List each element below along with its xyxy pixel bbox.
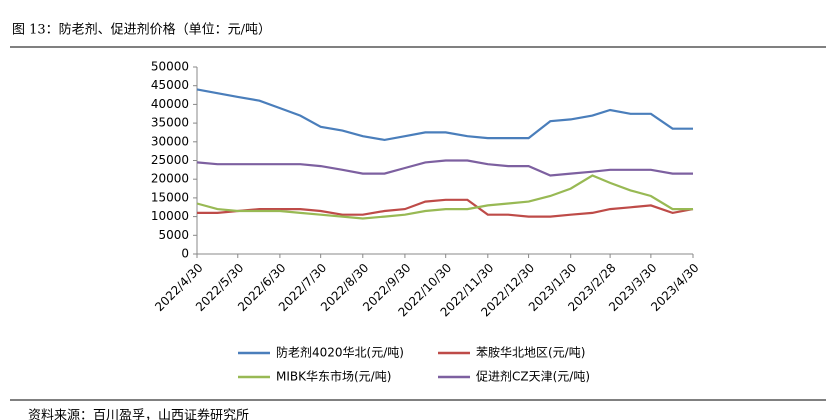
legend-label: 防老剂4020华北(元/吨) xyxy=(276,345,404,360)
y-tick-label: 35000 xyxy=(151,116,189,130)
y-tick-label: 15000 xyxy=(151,190,189,204)
chart-title: 图 13：防老剂、促进剂价格（单位：元/吨） xyxy=(12,22,271,38)
y-tick-label: 50000 xyxy=(151,60,189,74)
y-tick-label: 45000 xyxy=(151,78,189,92)
series-line xyxy=(196,159,693,177)
y-tick-label: 30000 xyxy=(151,134,189,148)
source: 资料来源：百川盈孚，山西证券研究所 xyxy=(28,408,249,420)
y-tick-label: 40000 xyxy=(151,97,189,111)
series-line xyxy=(196,174,693,220)
legend-label: MIBK华东市场(元/吨) xyxy=(276,369,391,384)
y-tick-label: 10000 xyxy=(151,209,189,223)
series-line xyxy=(196,88,693,142)
series-line xyxy=(197,198,694,218)
y-tick-label: 25000 xyxy=(151,153,189,167)
y-tick-label: 5000 xyxy=(158,228,189,242)
legend-label: 苯胺华北地区(元/吨) xyxy=(476,346,585,360)
y-tick-label: 0 xyxy=(181,247,189,261)
legend-label: 促进剂CZ天津(元/吨) xyxy=(476,369,590,384)
y-tick-label: 20000 xyxy=(151,172,189,186)
